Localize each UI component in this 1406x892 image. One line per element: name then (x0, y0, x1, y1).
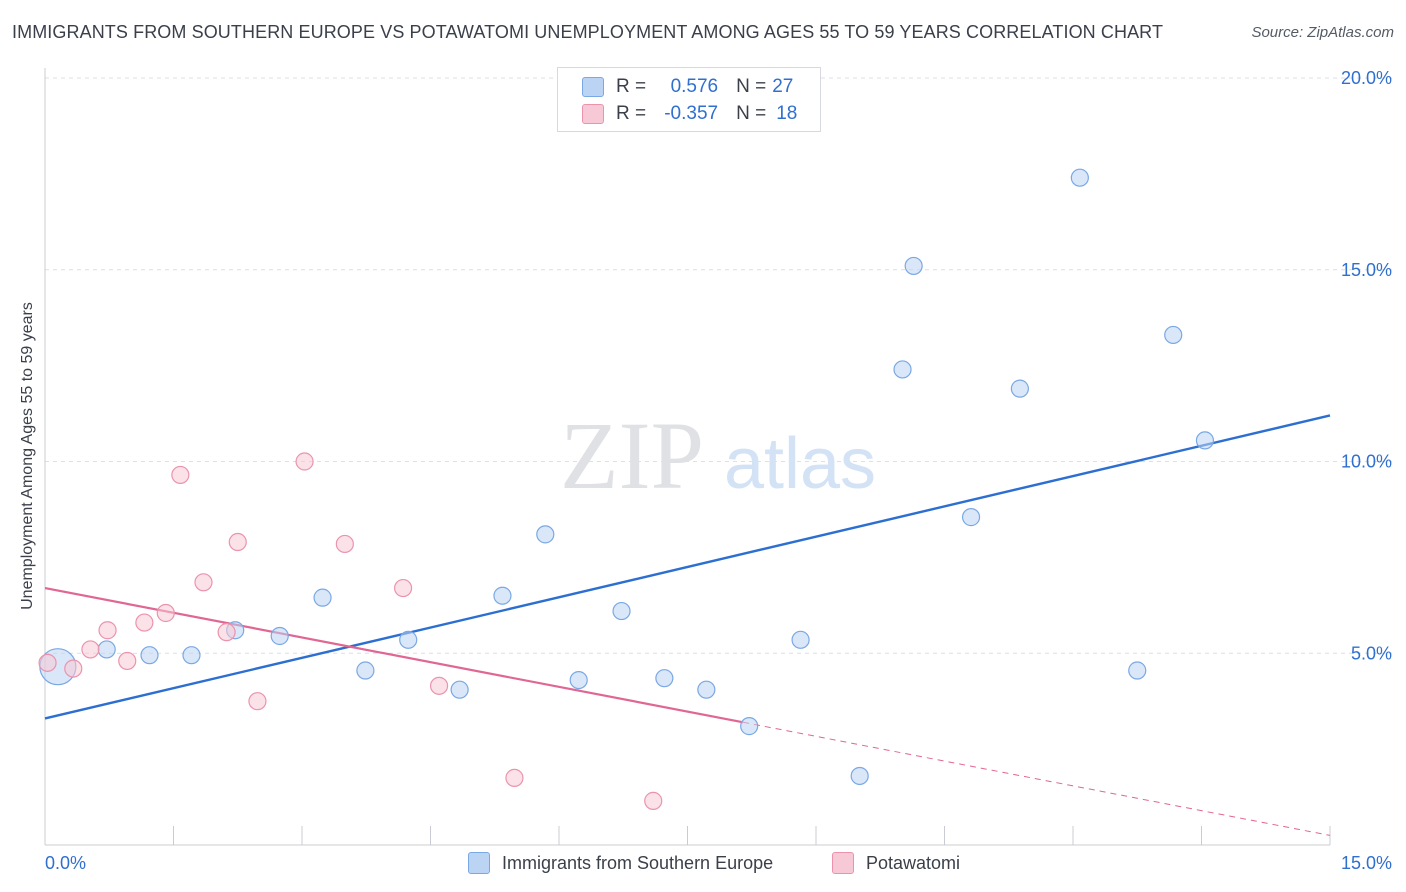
data-point-blue (313, 588, 332, 607)
legend-n-value: 27 (772, 76, 794, 97)
legend-n-label: N = (736, 76, 767, 97)
data-point-pink (194, 573, 213, 592)
data-point-blue (270, 626, 289, 646)
legend-r-label: R = (616, 76, 647, 97)
data-point-pink (171, 465, 190, 485)
legend-r-label: R = (616, 103, 647, 124)
data-points (38, 168, 1215, 810)
legend-swatch-pink (582, 104, 604, 124)
data-point-blue (1128, 661, 1147, 680)
data-point-blue (182, 646, 201, 665)
data-point-pink (429, 676, 449, 695)
data-point-blue (493, 586, 512, 605)
trend-line-pink-extension (743, 721, 1331, 836)
data-point-blue (97, 640, 116, 659)
data-point-blue (1010, 379, 1029, 398)
data-point-pink (335, 534, 354, 554)
y-tick-label: 5.0% (1351, 643, 1392, 663)
series-name: Immigrants from Southern Europe (502, 852, 774, 873)
data-point-blue (961, 508, 981, 527)
series-name: Potawatomi (866, 852, 961, 873)
grid-lines (45, 77, 1392, 654)
data-point-pink (118, 651, 137, 671)
data-point-blue (1070, 168, 1089, 187)
tick-labels: 5.0% 10.0% 15.0% 20.0% 0.0% 15.0% (45, 68, 1392, 873)
y-tick-label: 20.0% (1341, 68, 1392, 88)
watermark-zip: ZIP (560, 402, 704, 509)
series-legend-item-blue: Immigrants from Southern Europe (468, 852, 773, 874)
correlation-legend: R = 0.576 N = 27 R = -0.357 N = 18 (557, 67, 821, 132)
data-point-blue (140, 646, 159, 665)
series-swatch-pink (832, 852, 854, 874)
data-point-pink (98, 621, 117, 640)
data-point-pink (505, 768, 524, 787)
legend-n-label: N = (736, 103, 767, 124)
data-point-pink (156, 603, 175, 623)
legend-row-pink: R = -0.357 N = 18 (582, 101, 797, 127)
watermark-atlas: atlas (724, 424, 876, 504)
data-point-pink (81, 640, 100, 659)
data-point-blue (697, 680, 716, 699)
data-point-blue (399, 630, 418, 649)
legend-r-value: 0.576 (670, 76, 719, 97)
x-tick-label: 0.0% (45, 853, 86, 873)
data-point-pink (644, 791, 663, 810)
source-label: Source: ZipAtlas.com (1251, 24, 1394, 41)
watermark: ZIP atlas (560, 402, 876, 509)
data-point-blue (356, 661, 375, 680)
data-point-pink (64, 659, 83, 678)
series-legend-item-pink: Potawatomi (832, 852, 960, 874)
y-tick-label: 10.0% (1341, 452, 1392, 472)
axes (44, 68, 1331, 846)
data-point-pink (217, 623, 236, 642)
legend-row-blue: R = 0.576 N = 27 (582, 74, 793, 100)
data-point-blue (612, 601, 631, 621)
y-tick-label: 15.0% (1341, 260, 1392, 280)
data-point-blue (655, 669, 674, 688)
data-point-blue (450, 680, 469, 699)
chart-title: IMMIGRANTS FROM SOUTHERN EUROPE VS POTAW… (12, 22, 1164, 42)
data-point-blue (536, 525, 555, 544)
data-point-pink (295, 452, 314, 471)
data-point-blue (904, 256, 923, 276)
data-point-blue (791, 630, 810, 649)
legend-swatch-blue (582, 77, 604, 97)
x-tick-label: 15.0% (1341, 853, 1392, 873)
data-point-blue (1195, 431, 1215, 450)
data-point-pink (248, 692, 267, 711)
data-point-blue (850, 766, 869, 786)
data-point-blue (893, 360, 912, 379)
series-swatch-blue (468, 852, 490, 874)
legend-n-value: 18 (776, 103, 798, 124)
data-point-blue (1164, 325, 1183, 345)
data-point-pink (38, 653, 57, 672)
trend-line-blue (44, 414, 1331, 720)
data-point-blue (569, 670, 588, 690)
data-point-pink (393, 578, 413, 598)
legend-r-value: -0.357 (664, 103, 719, 124)
data-point-pink (135, 613, 154, 632)
data-point-pink (228, 532, 247, 552)
data-point-blue (740, 717, 759, 736)
